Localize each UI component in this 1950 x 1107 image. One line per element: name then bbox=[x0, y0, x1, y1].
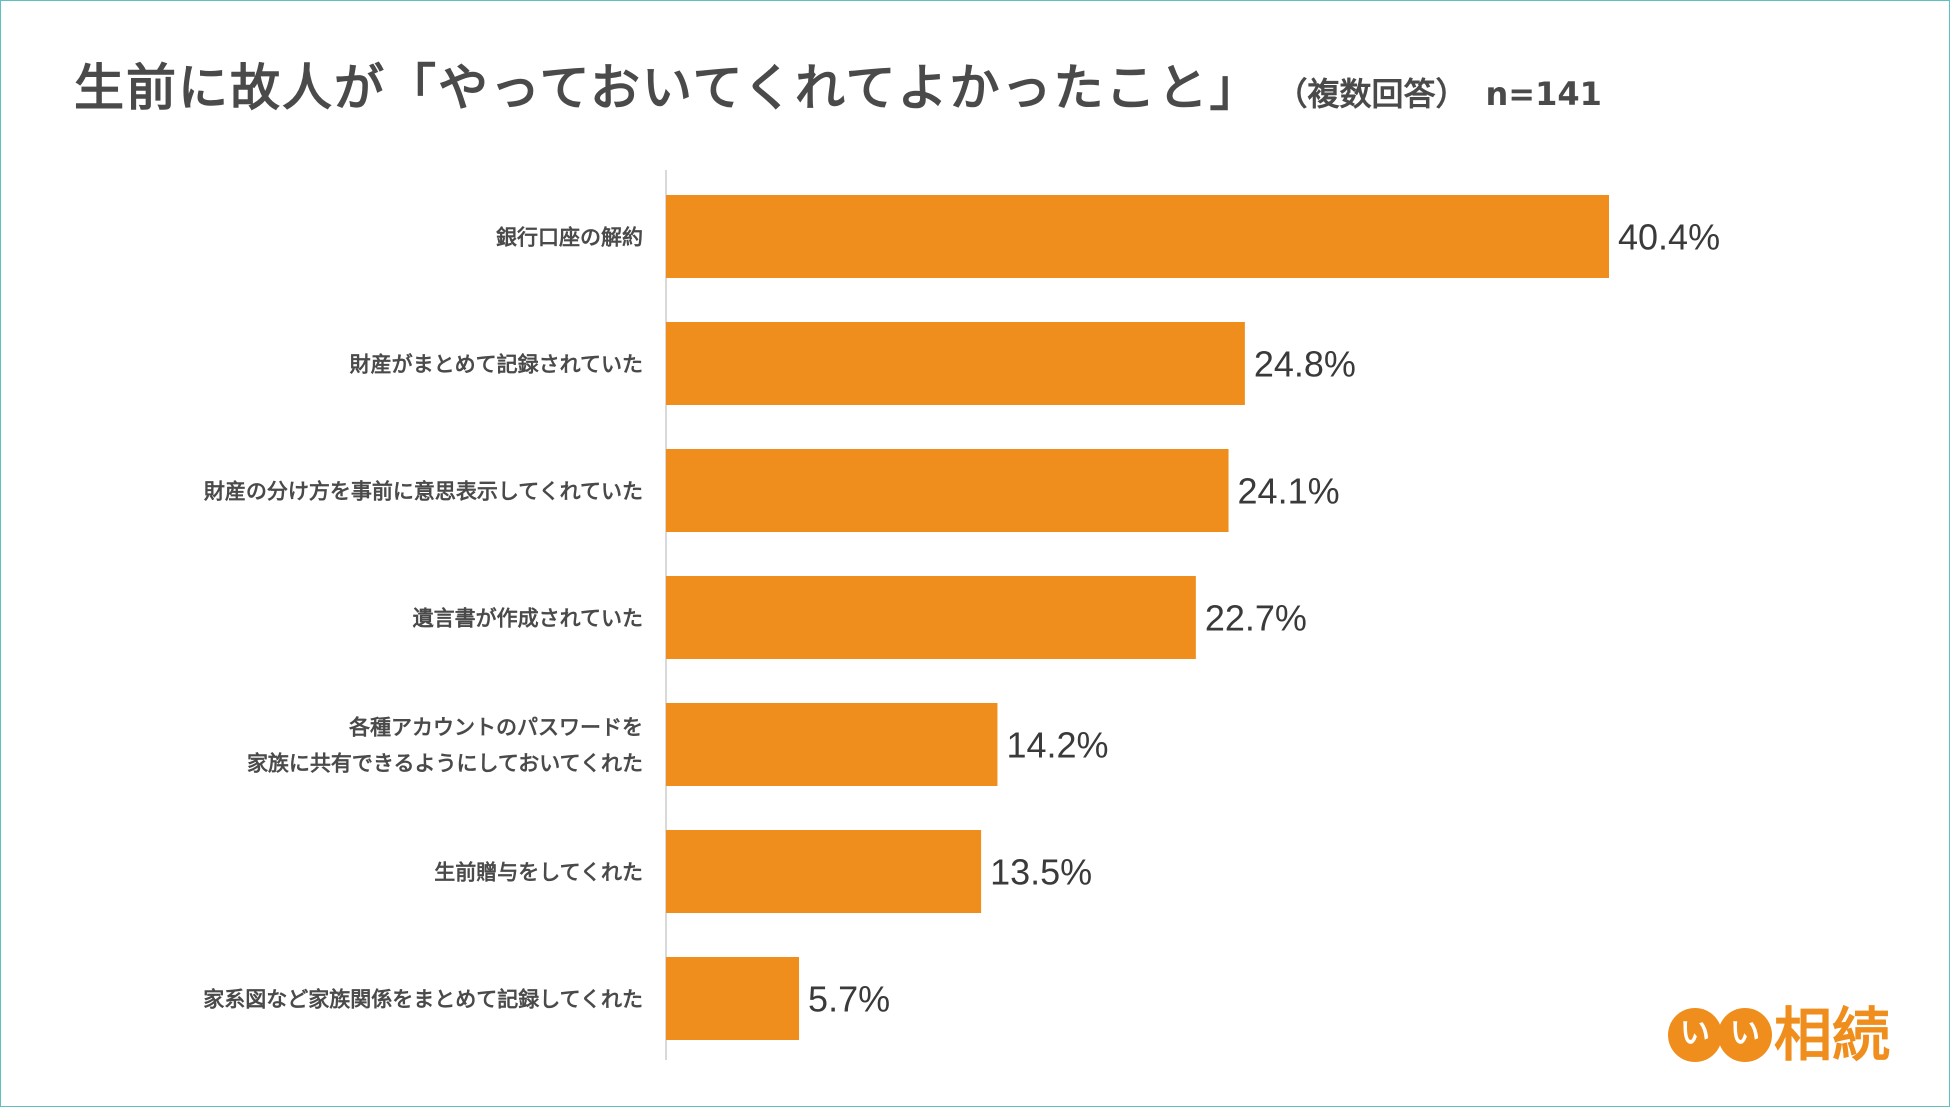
title-main: 生前に故人が「やっておいてくれてよかったこと」 bbox=[74, 59, 1262, 117]
category-label: 財産の分け方を事前に意思表示してくれていた bbox=[204, 480, 643, 504]
value-labels: 40.4% 24.8% 24.1% 22.7% 14.2% 13.5% 5.7% bbox=[808, 217, 1720, 1020]
category-label: 銀行口座の解約 bbox=[496, 226, 643, 250]
bar bbox=[666, 195, 1609, 278]
logo-text: 相続 bbox=[1774, 1001, 1891, 1069]
logo-badge: い bbox=[1668, 1008, 1722, 1062]
logo-badge: い bbox=[1718, 1008, 1772, 1062]
value-label: 5.7% bbox=[808, 979, 890, 1020]
title-note: （複数回答） bbox=[1291, 75, 1468, 113]
value-label: 13.5% bbox=[990, 852, 1092, 893]
chart-title: 生前に故人が「やっておいてくれてよかったこと」 （複数回答） n=141 bbox=[74, 48, 1602, 128]
category-label: 遺言書が作成されていた bbox=[413, 607, 643, 631]
value-label: 24.1% bbox=[1238, 471, 1340, 512]
category-label: 各種アカウントのパスワードを bbox=[348, 716, 643, 740]
value-label: 22.7% bbox=[1205, 598, 1307, 639]
bar bbox=[666, 703, 998, 786]
sample-size: n=141 bbox=[1485, 75, 1602, 113]
category-label: 家族に共有できるようにしておいてくれた bbox=[247, 752, 643, 776]
bar bbox=[666, 830, 982, 913]
category-label: 財産がまとめて記録されていた bbox=[350, 353, 643, 377]
brand-logo: い い 相続 bbox=[1668, 1000, 1896, 1072]
bar bbox=[666, 576, 1196, 659]
value-label: 24.8% bbox=[1254, 344, 1356, 385]
bars-group bbox=[666, 195, 1609, 1040]
category-labels: 銀行口座の解約財産がまとめて記録されていた財産の分け方を事前に意思表示してくれて… bbox=[203, 226, 643, 1012]
value-label: 14.2% bbox=[1006, 725, 1108, 766]
bar bbox=[666, 957, 800, 1040]
value-label: 40.4% bbox=[1618, 217, 1720, 258]
bar bbox=[666, 322, 1245, 405]
category-label: 生前贈与をしてくれた bbox=[434, 861, 643, 885]
category-label: 家系図など家族関係をまとめて記録してくれた bbox=[203, 988, 643, 1012]
bar bbox=[666, 449, 1229, 532]
